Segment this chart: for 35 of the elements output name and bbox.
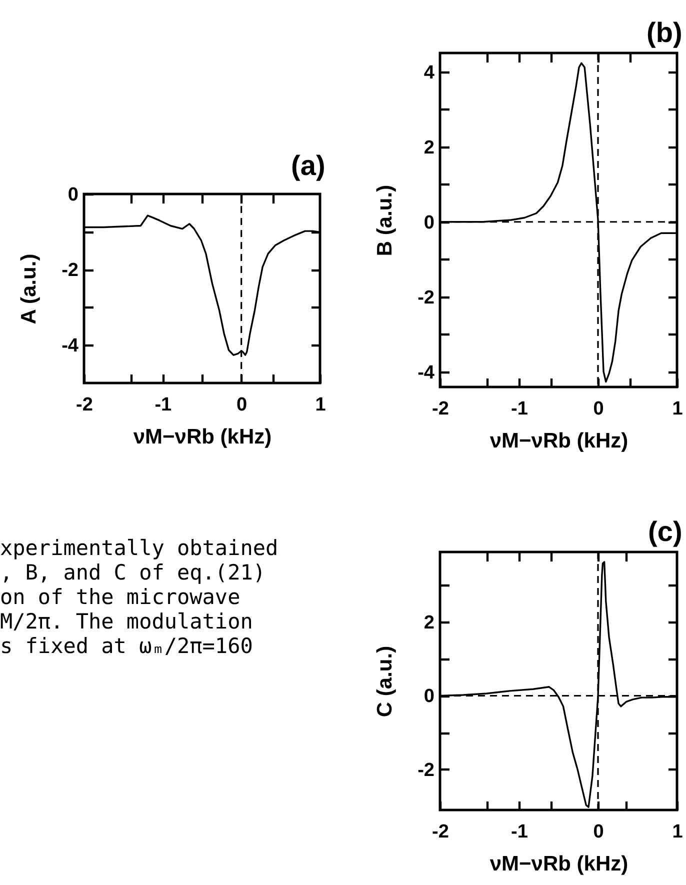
y-axis-title: C (a.u.) xyxy=(374,646,397,718)
x-axis-title: νM−νRb (kHz) xyxy=(133,426,272,448)
y-tick-label: 0 xyxy=(68,184,78,206)
y-tick-label: -4 xyxy=(418,362,435,384)
x-tick-label: -2 xyxy=(76,394,93,416)
text: s fixed at ωₘ/2π=160 xyxy=(0,634,253,658)
y-tick-label: 2 xyxy=(424,137,434,158)
y-tick-label: 2 xyxy=(424,612,434,634)
y-axis-title: B (a.u.) xyxy=(374,184,397,256)
text: xperimentally obtained xyxy=(0,536,278,560)
x-axis-title: νM−νRb (kHz) xyxy=(490,430,628,452)
x-tick-label: 1 xyxy=(672,398,684,420)
y-tick-label: -2 xyxy=(418,287,434,308)
y-tick-label: 4 xyxy=(424,62,435,84)
y-tick-label: 0 xyxy=(424,212,434,234)
chart-title: (a) xyxy=(291,150,326,181)
x-tick-label: -1 xyxy=(511,822,528,842)
x-tick-label: -1 xyxy=(511,398,528,420)
y-tick-label: -2 xyxy=(418,760,434,781)
chart-title: (b) xyxy=(646,16,682,48)
x-tick-label: 0 xyxy=(593,398,604,420)
x-tick-label: 0 xyxy=(236,394,248,416)
y-tick-label: -2 xyxy=(62,260,78,282)
text: on of the microwave xyxy=(0,585,240,609)
x-axis-title: νM−νRb (kHz) xyxy=(490,852,628,876)
chart-title: (c) xyxy=(648,516,682,547)
y-axis-title: A (a.u.) xyxy=(18,254,41,324)
y-tick-label: 0 xyxy=(424,686,434,708)
text: , B, and C of eq.(21) xyxy=(0,560,266,585)
text: M/2π. The modulation xyxy=(0,609,253,634)
x-tick-label: 1 xyxy=(672,822,684,842)
x-tick-label: 0 xyxy=(593,822,604,842)
x-tick-label: 1 xyxy=(315,394,326,416)
x-tick-label: -1 xyxy=(154,394,172,416)
y-tick-label: -4 xyxy=(62,336,79,357)
